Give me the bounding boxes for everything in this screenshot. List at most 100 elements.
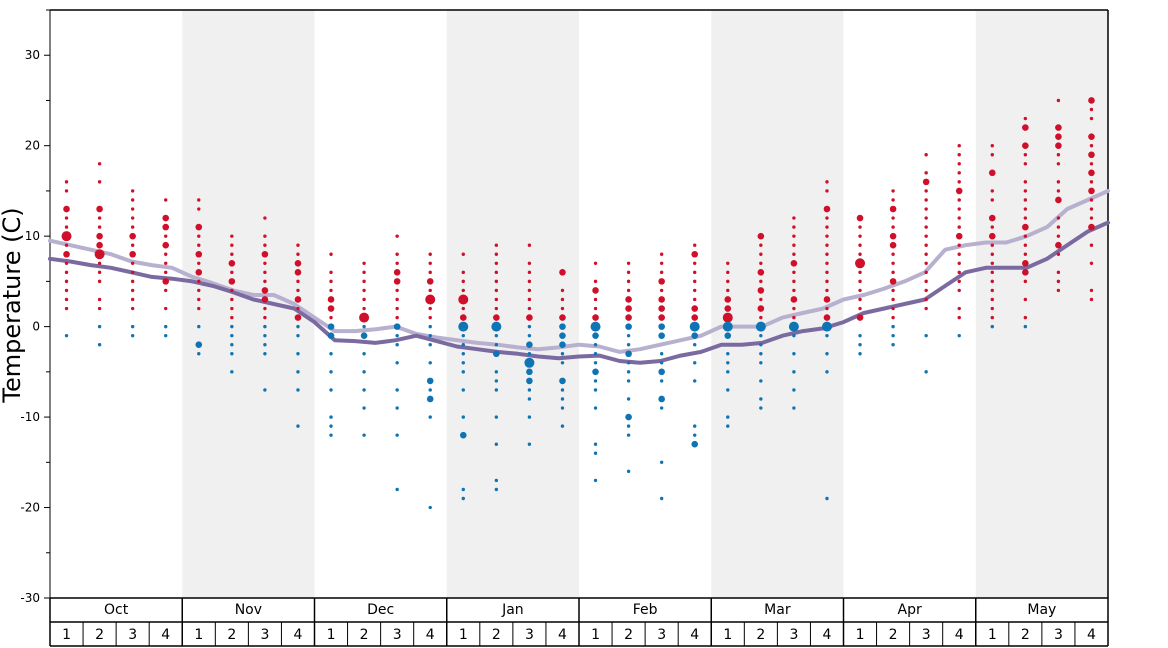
warm-point [858, 252, 862, 256]
cold-point [524, 357, 535, 368]
warm-point [395, 306, 399, 311]
warm-point [362, 270, 366, 275]
cold-point [825, 333, 829, 338]
cold-point [494, 415, 499, 419]
cold-point [825, 352, 829, 356]
warm-point [494, 270, 499, 275]
warm-point [988, 214, 996, 222]
warm-point [759, 243, 763, 247]
cold-point [329, 352, 333, 356]
warm-point [1089, 261, 1094, 265]
warm-point [230, 243, 234, 247]
warm-point [626, 270, 631, 275]
warm-point [393, 269, 401, 276]
warm-point [1023, 297, 1028, 302]
warm-point [426, 278, 434, 285]
warm-point [990, 261, 994, 265]
warm-point [130, 306, 135, 311]
warm-point [162, 241, 170, 249]
warm-point [97, 225, 102, 229]
warm-point [63, 205, 70, 213]
warm-point [64, 270, 69, 275]
warm-point [228, 278, 236, 285]
cold-point [593, 361, 598, 365]
warm-point [957, 270, 961, 275]
warm-point [957, 216, 961, 220]
cold-point [693, 343, 697, 347]
cold-point [296, 370, 300, 374]
cold-point [626, 397, 631, 401]
cold-point [230, 352, 234, 356]
warm-point [197, 288, 201, 293]
cold-point [759, 361, 763, 365]
warm-point [957, 225, 961, 229]
cold-point [527, 388, 532, 392]
cold-point [891, 343, 895, 347]
month-band-jan [446, 10, 579, 598]
warm-point [757, 287, 765, 294]
cold-point [527, 442, 532, 446]
warm-point [527, 270, 532, 275]
warm-point [792, 306, 796, 311]
warm-point [1056, 189, 1061, 193]
warm-point [494, 261, 499, 265]
warm-point [1055, 196, 1062, 204]
warm-point [955, 232, 963, 240]
warm-point [693, 279, 697, 284]
cold-point [825, 370, 829, 374]
cold-point [428, 324, 432, 329]
warm-point [957, 315, 961, 320]
cold-point [527, 333, 532, 338]
warm-point [559, 314, 566, 321]
cold-point [825, 496, 829, 501]
warm-point [263, 234, 267, 238]
warm-point [691, 305, 699, 312]
warm-point [1023, 116, 1028, 121]
cold-point [64, 333, 69, 338]
cold-point [362, 406, 366, 410]
warm-point [230, 270, 234, 275]
warm-point [395, 315, 399, 320]
month-band-may [975, 10, 1108, 598]
warm-point [957, 207, 961, 211]
cold-point [593, 379, 598, 383]
warm-point [924, 216, 928, 220]
week-label: 3 [128, 627, 137, 643]
week-label: 2 [1021, 627, 1030, 643]
warm-point [990, 143, 994, 148]
week-label: 4 [294, 627, 303, 643]
warm-point [130, 288, 135, 293]
cold-point [693, 379, 697, 383]
warm-point [1023, 243, 1028, 247]
warm-point [197, 297, 201, 302]
warm-point [64, 288, 69, 293]
warm-point [924, 297, 928, 302]
warm-point [559, 269, 566, 276]
week-label: 2 [360, 627, 369, 643]
warm-point [626, 261, 631, 265]
cold-point [726, 361, 730, 365]
warm-point [494, 279, 499, 284]
warm-point [990, 306, 994, 311]
warm-point [63, 250, 70, 258]
cold-point [461, 388, 465, 392]
warm-point [197, 261, 201, 265]
warm-point [924, 279, 928, 284]
warm-point [1055, 124, 1062, 131]
cold-point [626, 370, 631, 374]
warm-point [61, 231, 72, 242]
warm-point [96, 241, 103, 249]
cold-point [393, 323, 401, 330]
cold-point [560, 352, 565, 356]
warm-point [990, 198, 994, 202]
cold-point [230, 333, 234, 338]
week-label: 2 [95, 627, 104, 643]
cold-point [526, 341, 533, 349]
cold-point [592, 368, 599, 376]
warm-point [1055, 142, 1062, 149]
week-label: 3 [393, 627, 402, 643]
warm-point [527, 306, 532, 311]
warm-point [990, 315, 994, 320]
warm-point [889, 232, 897, 240]
warm-point [197, 198, 201, 202]
